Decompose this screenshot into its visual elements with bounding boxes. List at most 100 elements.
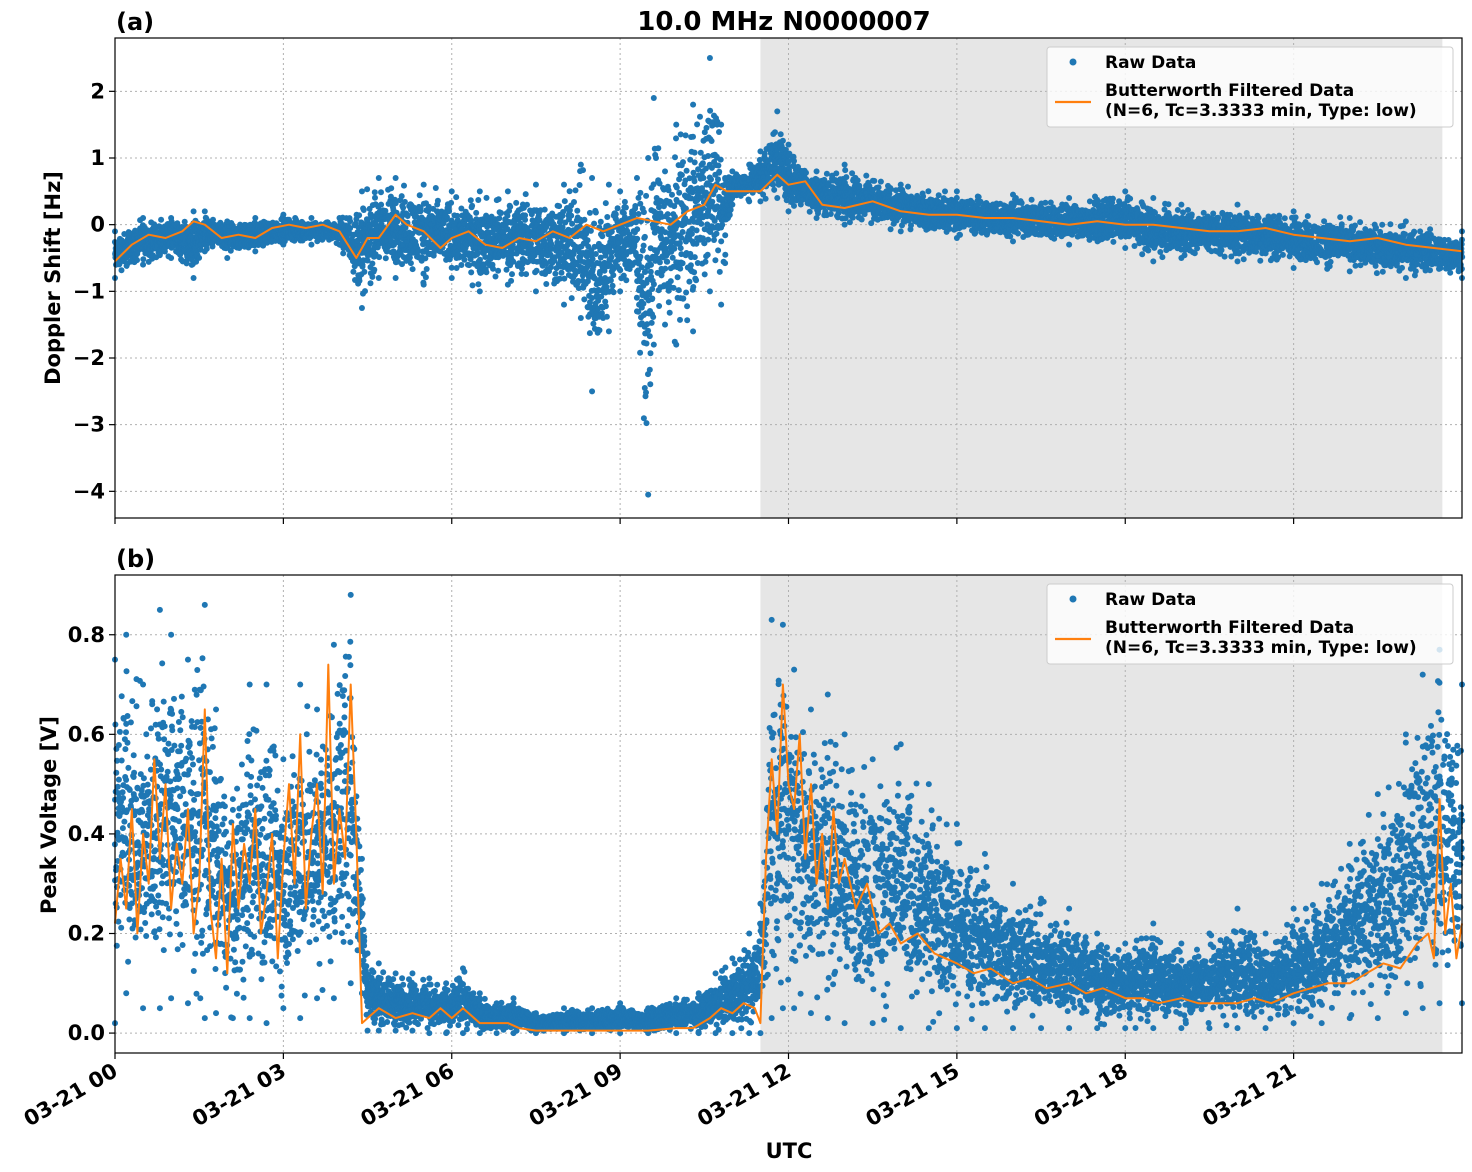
raw-data-point: [371, 266, 378, 273]
raw-data-point: [679, 260, 686, 267]
raw-data-point: [597, 218, 604, 225]
raw-data-point: [704, 251, 711, 258]
panel-a-doppler: (a) 210−1−2−3−4 Doppler Shift [Hz] Raw D…: [41, 8, 1466, 524]
raw-data-point: [707, 107, 714, 114]
raw-data-point: [458, 262, 465, 268]
raw-data-point: [666, 309, 673, 316]
raw-data-point: [691, 159, 698, 166]
raw-data-point: [791, 202, 797, 209]
raw-data-point: [398, 193, 405, 200]
raw-data-point: [524, 201, 530, 208]
raw-data-point: [691, 269, 698, 276]
raw-data-point: [684, 303, 691, 310]
raw-data-point: [791, 158, 797, 164]
raw-data-point: [461, 256, 468, 263]
raw-data-point: [632, 205, 639, 212]
raw-data-point: [584, 237, 591, 244]
raw-data-point: [771, 186, 778, 193]
raw-data-point: [650, 314, 657, 320]
raw-data-point: [653, 155, 659, 161]
raw-data-point: [648, 319, 655, 326]
raw-data-point: [649, 295, 656, 302]
raw-data-point: [675, 287, 682, 294]
raw-data-point: [643, 192, 650, 199]
raw-data-point: [118, 267, 125, 274]
raw-data-point: [680, 295, 687, 302]
raw-data-point: [777, 131, 784, 138]
raw-data-point: [400, 204, 407, 211]
raw-data-point: [183, 260, 190, 267]
raw-data-point: [643, 340, 650, 347]
raw-data-point: [665, 299, 672, 306]
raw-data-point: [423, 266, 430, 272]
raw-data-point: [701, 271, 708, 278]
raw-data-point: [677, 265, 684, 272]
raw-data-point: [556, 203, 563, 210]
raw-data-point: [610, 272, 617, 279]
raw-data-point: [209, 243, 216, 250]
raw-data-point: [543, 281, 550, 287]
raw-data-point: [719, 221, 726, 228]
raw-data-point: [409, 266, 416, 273]
raw-data-point: [925, 188, 932, 195]
raw-data-point: [599, 233, 606, 240]
raw-data-point: [699, 160, 706, 167]
raw-data-point: [673, 184, 680, 191]
raw-data-point: [568, 212, 575, 219]
raw-data-point: [467, 197, 474, 204]
raw-data-point: [887, 226, 894, 233]
raw-data-point: [726, 212, 733, 218]
raw-data-point: [676, 189, 683, 196]
raw-data-point: [637, 253, 644, 260]
raw-data-point: [196, 254, 203, 261]
raw-data-point: [558, 269, 565, 276]
raw-data-point: [715, 162, 722, 169]
raw-data-point: [833, 170, 840, 177]
raw-data-point: [181, 218, 188, 225]
raw-data-point: [596, 327, 603, 334]
raw-data-point: [806, 208, 813, 215]
raw-data-point: [687, 262, 694, 269]
raw-data-point: [574, 207, 581, 214]
raw-data-point: [483, 269, 490, 276]
raw-data-point: [953, 194, 960, 201]
raw-data-point: [496, 215, 503, 222]
raw-data-point: [712, 257, 719, 264]
raw-data-point: [691, 149, 698, 156]
raw-data-point: [772, 129, 778, 136]
raw-data-point: [705, 153, 712, 159]
raw-data-point: [640, 242, 647, 249]
raw-data-point: [621, 198, 628, 205]
raw-data-point: [592, 251, 599, 257]
raw-data-point: [640, 300, 647, 307]
raw-data-point: [586, 330, 593, 337]
raw-data-point: [356, 277, 363, 284]
raw-data-point: [589, 256, 596, 262]
raw-data-point: [656, 259, 663, 266]
raw-data-point: [702, 258, 709, 265]
raw-data-point: [356, 212, 363, 219]
raw-data-point: [643, 420, 650, 427]
raw-data-point: [634, 226, 641, 233]
raw-data-point: [475, 281, 482, 288]
raw-data-point: [416, 192, 423, 199]
raw-data-point: [522, 191, 529, 198]
raw-data-point: [673, 135, 679, 142]
raw-data-point: [580, 167, 586, 174]
raw-data-point: [823, 170, 830, 177]
raw-data-point: [581, 216, 588, 223]
raw-data-point: [635, 211, 642, 217]
raw-data-point: [843, 174, 850, 181]
raw-data-point: [369, 273, 376, 280]
raw-data-point: [614, 205, 621, 212]
raw-data-point: [587, 227, 594, 234]
raw-data-point: [637, 189, 644, 196]
raw-data-point: [371, 189, 378, 196]
raw-data-point: [407, 260, 414, 267]
raw-data-point: [401, 198, 408, 205]
raw-data-point: [372, 194, 378, 201]
raw-data-point: [367, 280, 374, 287]
raw-data-point: [646, 333, 653, 340]
raw-data-point: [610, 289, 617, 296]
